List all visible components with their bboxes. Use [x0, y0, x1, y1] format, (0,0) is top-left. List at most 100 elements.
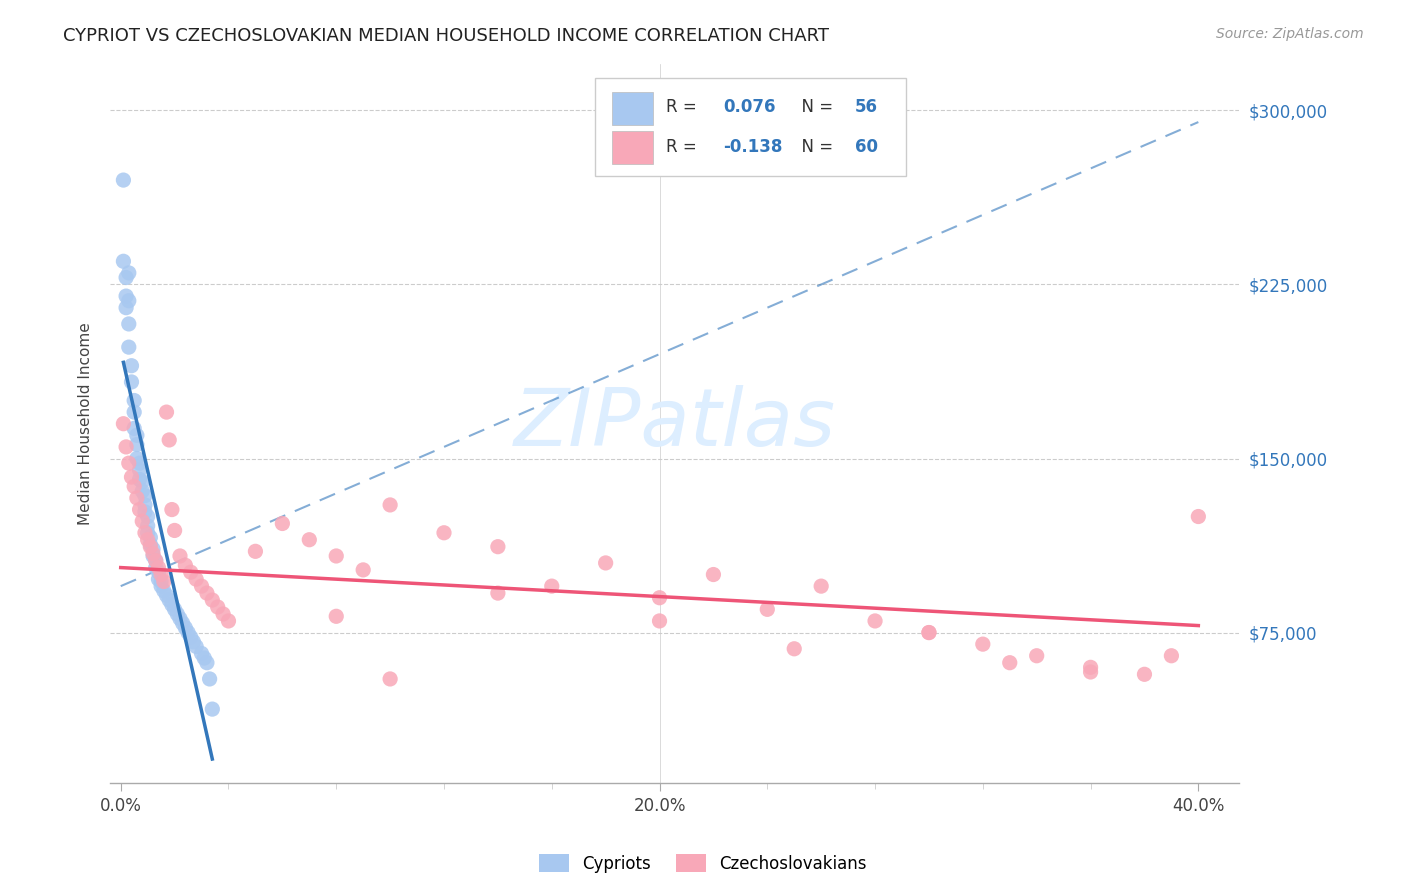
Point: [195, 586, 218, 600]
Point: [125, 451, 148, 466]
Point: [180, 630, 202, 644]
Point: [121, 470, 143, 484]
Point: [115, 289, 138, 303]
Point: [121, 375, 143, 389]
Text: N =: N =: [790, 98, 838, 117]
Point: [160, 598, 183, 612]
Text: R =: R =: [666, 137, 703, 155]
Point: [112, 417, 135, 431]
Point: [352, 563, 374, 577]
Point: [245, 544, 267, 558]
Point: [142, 541, 165, 556]
FancyBboxPatch shape: [612, 131, 652, 164]
Point: [112, 254, 135, 268]
Point: [190, 579, 212, 593]
Point: [134, 489, 156, 503]
FancyBboxPatch shape: [612, 92, 652, 125]
Point: [131, 475, 153, 489]
Point: [118, 293, 141, 308]
Point: [139, 540, 162, 554]
Point: [810, 579, 832, 593]
Point: [174, 621, 197, 635]
Point: [1160, 648, 1182, 663]
Point: [160, 502, 183, 516]
Point: [142, 549, 165, 563]
Point: [150, 567, 173, 582]
Point: [1133, 667, 1156, 681]
Point: [186, 640, 208, 654]
Point: [207, 600, 229, 615]
Text: -0.138: -0.138: [723, 137, 782, 155]
Point: [918, 625, 941, 640]
Text: CYPRIOT VS CZECHOSLOVAKIAN MEDIAN HOUSEHOLD INCOME CORRELATION CHART: CYPRIOT VS CZECHOSLOVAKIAN MEDIAN HOUSEH…: [63, 27, 830, 45]
Point: [756, 602, 779, 616]
Point: [139, 537, 162, 551]
Point: [298, 533, 321, 547]
Point: [122, 421, 145, 435]
Point: [115, 301, 138, 315]
Point: [150, 579, 173, 593]
Point: [128, 502, 150, 516]
Point: [218, 614, 240, 628]
Point: [139, 530, 162, 544]
Point: [142, 547, 165, 561]
Point: [186, 572, 208, 586]
Point: [131, 483, 153, 498]
Point: [136, 509, 159, 524]
Point: [918, 625, 941, 640]
Point: [145, 553, 167, 567]
Y-axis label: Median Household Income: Median Household Income: [79, 322, 93, 525]
Point: [122, 479, 145, 493]
Point: [193, 651, 215, 665]
Point: [325, 609, 347, 624]
Point: [166, 607, 188, 621]
Point: [148, 572, 170, 586]
Point: [1025, 648, 1047, 663]
Point: [134, 505, 156, 519]
Point: [172, 616, 194, 631]
Point: [150, 574, 173, 589]
Point: [595, 556, 617, 570]
Text: Source: ZipAtlas.com: Source: ZipAtlas.com: [1216, 27, 1364, 41]
Point: [153, 574, 176, 589]
Point: [163, 524, 186, 538]
Point: [183, 635, 205, 649]
Point: [378, 498, 401, 512]
Point: [972, 637, 994, 651]
Point: [157, 433, 180, 447]
Point: [128, 456, 150, 470]
Point: [378, 672, 401, 686]
Point: [136, 525, 159, 540]
Text: 0.076: 0.076: [723, 98, 775, 117]
Point: [540, 579, 562, 593]
Point: [1080, 660, 1102, 674]
Point: [486, 586, 509, 600]
Point: [998, 656, 1021, 670]
Point: [128, 472, 150, 486]
Point: [212, 607, 235, 621]
Point: [136, 533, 159, 547]
Point: [169, 612, 191, 626]
Point: [122, 393, 145, 408]
Point: [201, 702, 224, 716]
Text: 56: 56: [855, 98, 877, 117]
Point: [131, 514, 153, 528]
Point: [648, 614, 671, 628]
Text: 60: 60: [855, 137, 877, 155]
Point: [783, 641, 806, 656]
Point: [148, 560, 170, 574]
Point: [125, 428, 148, 442]
Point: [118, 266, 141, 280]
Point: [195, 656, 218, 670]
Point: [325, 549, 347, 563]
Point: [163, 602, 186, 616]
Point: [169, 549, 191, 563]
Point: [121, 359, 143, 373]
Point: [136, 518, 159, 533]
Point: [145, 553, 167, 567]
Point: [155, 589, 177, 603]
Point: [271, 516, 294, 531]
Point: [486, 540, 509, 554]
Legend: Cypriots, Czechoslovakians: Cypriots, Czechoslovakians: [533, 847, 873, 880]
Point: [148, 565, 170, 579]
